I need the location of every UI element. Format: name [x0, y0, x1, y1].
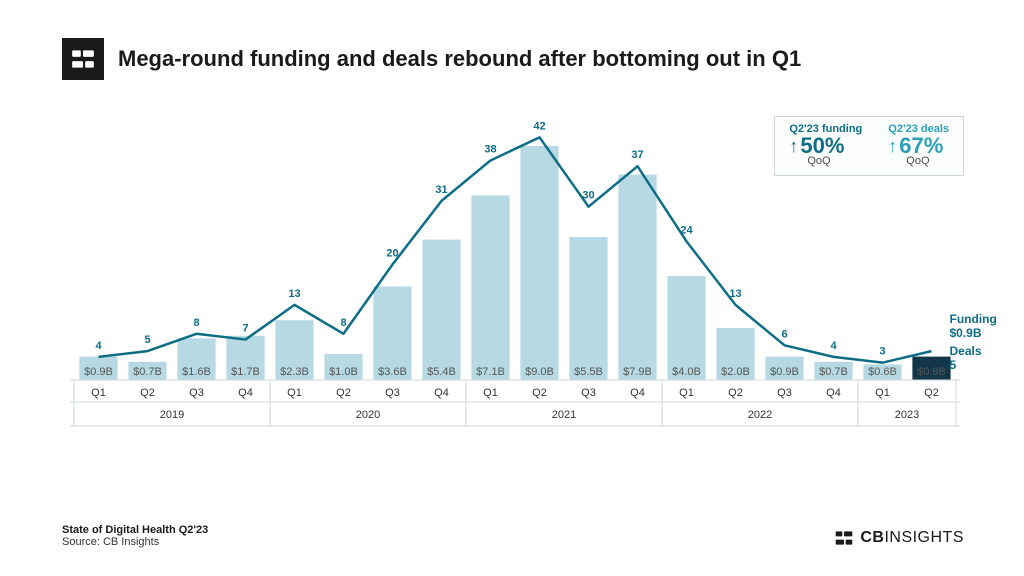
year-label: 2022 — [748, 409, 772, 421]
funding-bar-label: $0.7B — [133, 366, 162, 378]
quarter-label: Q1 — [875, 387, 890, 399]
quarter-label: Q4 — [630, 387, 645, 399]
funding-bar-label: $1.7B — [231, 366, 260, 378]
brand-logo-icon — [62, 38, 104, 80]
deals-point-label: 24 — [680, 224, 693, 236]
quarter-label: Q4 — [826, 387, 841, 399]
quarter-label: Q4 — [434, 387, 449, 399]
deals-point-label: 42 — [533, 120, 545, 132]
deals-point-label: 7 — [242, 323, 248, 335]
footer-source: Source: CB Insights — [62, 536, 208, 548]
quarter-label: Q3 — [777, 387, 792, 399]
chart-area: $0.9B $0.7B $1.6B $1.7B $2.3B $1.0B $3.6B $5.4B… — [70, 110, 960, 450]
funding-bar-label: $0.9B — [84, 366, 113, 378]
quarter-label: Q1 — [91, 387, 106, 399]
quarter-label: Q4 — [238, 387, 253, 399]
deals-point-label: 13 — [288, 288, 300, 300]
deals-point-label: 4 — [830, 340, 837, 352]
deals-point-label: 20 — [386, 247, 398, 259]
deals-point-label: 38 — [484, 143, 496, 155]
funding-bar-label: $4.0B — [672, 366, 701, 378]
funding-bar-label: $0.6B — [868, 366, 897, 378]
brand-footer-text: CBINSIGHTS — [860, 529, 964, 547]
deals-point-label: 4 — [95, 340, 102, 352]
quarter-label: Q1 — [679, 387, 694, 399]
funding-bar — [618, 175, 656, 380]
funding-bar — [422, 240, 460, 380]
funding-bar-label: $1.0B — [329, 366, 358, 378]
funding-bar-label: $0.9B — [917, 366, 946, 378]
year-label: 2023 — [895, 409, 919, 421]
funding-bar-label: $7.9B — [623, 366, 652, 378]
deals-line — [99, 137, 932, 362]
deals-point-label: 37 — [631, 149, 643, 161]
funding-bar-label: $2.0B — [721, 366, 750, 378]
year-label: 2019 — [160, 409, 184, 421]
quarter-label: Q2 — [924, 387, 939, 399]
callout-funding-value: $0.9B — [950, 326, 982, 340]
deals-point-label: 30 — [582, 190, 594, 202]
deals-point-label: 5 — [144, 334, 150, 346]
quarter-label: Q2 — [140, 387, 155, 399]
funding-bar — [569, 237, 607, 380]
funding-bar — [471, 195, 509, 380]
quarter-label: Q1 — [483, 387, 498, 399]
header: Mega-round funding and deals rebound aft… — [62, 38, 801, 80]
year-label: 2021 — [552, 409, 576, 421]
quarter-label: Q3 — [581, 387, 596, 399]
deals-point-label: 3 — [879, 346, 885, 358]
brand-footer-icon — [834, 528, 854, 548]
callout-deals-label: Deals — [950, 344, 982, 358]
funding-bar-label: $3.6B — [378, 366, 407, 378]
quarter-label: Q2 — [532, 387, 547, 399]
quarter-label: Q1 — [287, 387, 302, 399]
combined-chart: $0.9B $0.7B $1.6B $1.7B $2.3B $1.0B $3.6B $5.4B… — [70, 110, 960, 450]
quarter-label: Q3 — [189, 387, 204, 399]
deals-point-label: 6 — [781, 328, 787, 340]
funding-bar-label: $5.4B — [427, 366, 456, 378]
callout-funding-label: Funding — [950, 312, 997, 326]
funding-bar-label: $1.6B — [182, 366, 211, 378]
funding-bar-label: $0.9B — [770, 366, 799, 378]
funding-bar-label: $5.5B — [574, 366, 603, 378]
funding-bar — [667, 276, 705, 380]
callout-deals-value: 5 — [950, 358, 957, 372]
quarter-label: Q2 — [728, 387, 743, 399]
page-title: Mega-round funding and deals rebound aft… — [118, 46, 801, 72]
funding-bar-label: $0.7B — [819, 366, 848, 378]
quarter-label: Q3 — [385, 387, 400, 399]
deals-point-label: 31 — [435, 184, 447, 196]
funding-bar-label: $9.0B — [525, 366, 554, 378]
brand-footer: CBINSIGHTS — [834, 528, 964, 548]
funding-bar-label: $7.1B — [476, 366, 505, 378]
funding-bar — [520, 146, 558, 380]
year-label: 2020 — [356, 409, 380, 421]
footer: State of Digital Health Q2'23 Source: CB… — [62, 524, 208, 548]
deals-point-label: 8 — [193, 317, 199, 329]
funding-bar-label: $2.3B — [280, 366, 309, 378]
footer-title: State of Digital Health Q2'23 — [62, 524, 208, 536]
quarter-label: Q2 — [336, 387, 351, 399]
deals-point-label: 8 — [340, 317, 346, 329]
deals-point-label: 13 — [729, 288, 741, 300]
